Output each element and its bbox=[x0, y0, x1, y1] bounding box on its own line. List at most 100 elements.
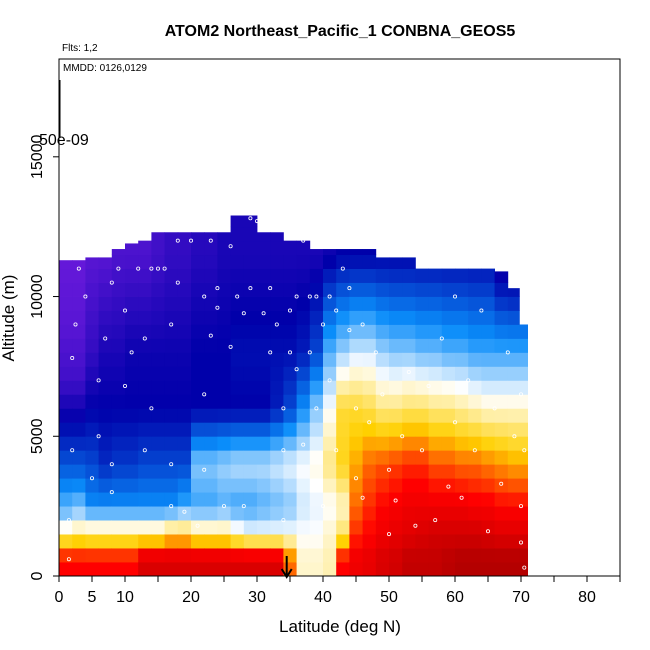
heatmap-cell bbox=[519, 352, 528, 367]
heatmap-cell bbox=[138, 366, 152, 381]
heatmap-cell bbox=[243, 520, 258, 535]
heatmap-cell bbox=[270, 296, 284, 311]
observation-point bbox=[439, 336, 444, 341]
heatmap-cell bbox=[494, 394, 509, 409]
x-tick-label: 0 bbox=[55, 589, 64, 606]
heatmap-cell bbox=[349, 492, 363, 507]
heatmap-cell bbox=[481, 366, 495, 381]
heatmap-cell bbox=[283, 548, 297, 563]
observation-point bbox=[380, 392, 385, 397]
observation-point bbox=[103, 336, 108, 341]
heatmap-cell bbox=[125, 548, 139, 563]
heatmap-cell bbox=[270, 338, 284, 353]
heatmap-cell bbox=[111, 548, 126, 563]
observation-point bbox=[241, 311, 246, 316]
heatmap-cell bbox=[323, 478, 337, 493]
heatmap-cell bbox=[72, 520, 86, 535]
heatmap-cell bbox=[519, 520, 528, 535]
heatmap-cell bbox=[296, 534, 311, 549]
heatmap-cell bbox=[468, 506, 482, 521]
observation-point bbox=[347, 286, 352, 291]
heatmap-cell bbox=[283, 520, 297, 535]
heatmap-cell bbox=[441, 506, 456, 521]
heatmap-cell bbox=[125, 450, 139, 465]
heatmap-cell bbox=[111, 352, 126, 367]
heatmap-cell bbox=[217, 366, 231, 381]
heatmap-cell bbox=[309, 506, 324, 521]
heatmap-cell bbox=[243, 562, 258, 577]
heatmap-cell bbox=[349, 310, 363, 325]
heatmap-cell bbox=[138, 408, 152, 423]
heatmap-cell bbox=[204, 232, 218, 242]
heatmap-cell bbox=[455, 520, 469, 535]
heatmap-cell bbox=[138, 436, 152, 451]
heatmap-cell bbox=[389, 257, 403, 269]
heatmap-cell bbox=[468, 464, 482, 479]
heatmap-cell bbox=[243, 408, 258, 423]
heatmap-cell bbox=[389, 282, 403, 297]
heatmap-cell bbox=[336, 268, 350, 283]
heatmap-cell bbox=[309, 548, 324, 563]
observation-point bbox=[466, 378, 471, 383]
heatmap-cell bbox=[204, 562, 218, 577]
heatmap-cell bbox=[481, 324, 495, 339]
observation-point bbox=[301, 238, 306, 243]
heatmap-cell bbox=[164, 408, 179, 423]
heatmap-cell bbox=[441, 436, 456, 451]
heatmap-cell bbox=[455, 296, 469, 311]
heatmap-cell bbox=[296, 520, 311, 535]
heatmap-cell bbox=[191, 422, 205, 437]
heatmap-cell bbox=[375, 478, 390, 493]
heatmap-cell bbox=[507, 464, 520, 479]
heatmap-cell bbox=[481, 534, 495, 549]
heatmap-cell bbox=[507, 338, 520, 353]
heatmap-cell bbox=[309, 268, 324, 283]
heatmap-cell bbox=[72, 450, 86, 465]
observation-point bbox=[340, 266, 345, 271]
heatmap-cell bbox=[177, 548, 192, 563]
heatmap-cell bbox=[402, 436, 416, 451]
heatmap-cell bbox=[441, 562, 456, 577]
heatmap-cell bbox=[204, 394, 218, 409]
observation-point bbox=[360, 495, 365, 500]
heatmap-cell bbox=[283, 492, 297, 507]
heatmap-cell bbox=[243, 240, 258, 256]
heatmap-cell bbox=[230, 310, 245, 325]
heatmap-cell bbox=[519, 338, 528, 353]
y-tick-label: 0 bbox=[29, 571, 46, 580]
heatmap-cell bbox=[151, 310, 165, 325]
heatmap-cell bbox=[98, 450, 113, 465]
observation-point bbox=[281, 518, 286, 523]
heatmap-cell bbox=[125, 282, 139, 297]
heatmap-cell bbox=[362, 422, 377, 437]
heatmap-cell bbox=[164, 394, 179, 409]
heatmap-cell bbox=[323, 422, 337, 437]
observation-point bbox=[175, 280, 180, 285]
heatmap-cell bbox=[362, 296, 377, 311]
heatmap-cell bbox=[336, 282, 350, 297]
observation-point bbox=[519, 504, 524, 509]
heatmap-cell bbox=[191, 310, 205, 325]
heatmap-cell bbox=[230, 506, 245, 521]
heatmap-cell bbox=[191, 506, 205, 521]
heatmap-cell bbox=[441, 408, 456, 423]
heatmap-cell bbox=[441, 338, 456, 353]
heatmap-cell bbox=[402, 464, 416, 479]
heatmap-cell bbox=[257, 268, 271, 283]
heatmap-cell bbox=[204, 240, 218, 256]
heatmap-cell bbox=[481, 562, 495, 577]
heatmap-cell bbox=[415, 548, 429, 563]
heatmap-cell bbox=[217, 450, 231, 465]
heatmap-cell bbox=[336, 450, 350, 465]
heatmap-cell bbox=[389, 422, 403, 437]
observation-point bbox=[235, 294, 240, 299]
heatmap-cell bbox=[349, 534, 363, 549]
heatmap-cell bbox=[217, 408, 231, 423]
x-tick-label: 60 bbox=[446, 589, 464, 606]
heatmap-cell bbox=[389, 366, 403, 381]
heatmap-cell bbox=[283, 366, 297, 381]
heatmap-cell bbox=[309, 492, 324, 507]
heatmap-cell bbox=[481, 282, 495, 297]
heatmap-cell bbox=[230, 215, 245, 228]
heatmap-cell bbox=[441, 366, 456, 381]
